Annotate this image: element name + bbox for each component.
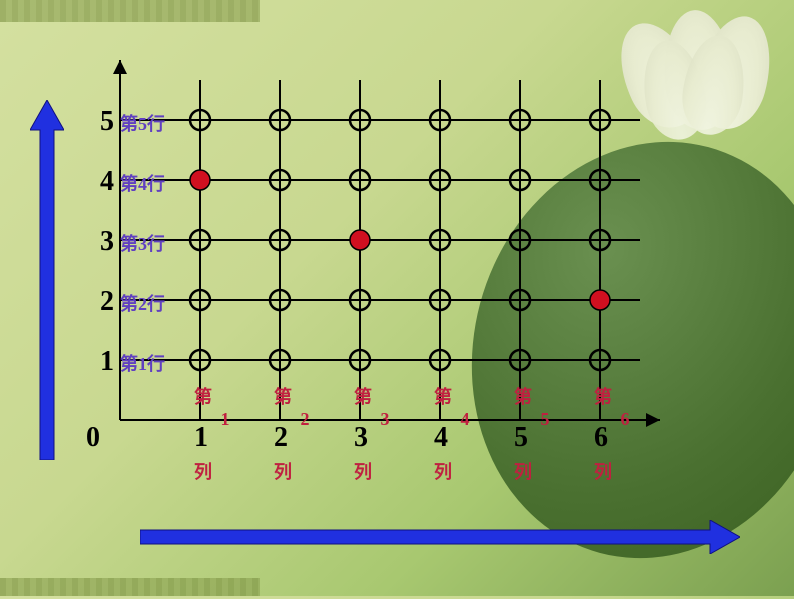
col-label-num-5: 5 bbox=[530, 410, 560, 430]
decorative-border-bottom bbox=[0, 578, 260, 596]
col-label-num-1: 1 bbox=[210, 410, 240, 430]
col-label-bot-6: 列 bbox=[588, 458, 618, 484]
grid-point bbox=[190, 170, 210, 190]
row-label-3: 第3行 bbox=[120, 230, 165, 256]
col-label-top-3: 第 bbox=[348, 388, 378, 408]
col-label-top-2: 第 bbox=[268, 388, 298, 408]
row-label-4: 第4行 bbox=[120, 170, 165, 196]
y-tick-4: 4 bbox=[100, 166, 114, 198]
col-label-bot-4: 列 bbox=[428, 458, 458, 484]
y-tick-3: 3 bbox=[100, 226, 114, 258]
col-label-num-3: 3 bbox=[370, 410, 400, 430]
decorative-border-top bbox=[0, 0, 260, 22]
vertical-direction-arrow bbox=[30, 100, 64, 460]
x-tick-4: 4 bbox=[434, 422, 448, 454]
x-tick-3: 3 bbox=[354, 422, 368, 454]
row-label-2: 第2行 bbox=[120, 290, 165, 316]
col-label-num-2: 2 bbox=[290, 410, 320, 430]
col-label-num-4: 4 bbox=[450, 410, 480, 430]
row-label-5: 第5行 bbox=[120, 110, 165, 136]
col-label-num-6: 6 bbox=[610, 410, 640, 430]
col-label-bot-1: 列 bbox=[188, 458, 218, 484]
col-label-bot-5: 列 bbox=[508, 458, 538, 484]
grid-point bbox=[350, 230, 370, 250]
y-tick-5: 5 bbox=[100, 106, 114, 138]
grid-point bbox=[590, 290, 610, 310]
row-label-1: 第1行 bbox=[120, 350, 165, 376]
origin-label: 0 bbox=[86, 422, 100, 454]
col-label-top-4: 第 bbox=[428, 388, 458, 408]
col-label-top-6: 第 bbox=[588, 388, 618, 408]
x-tick-1: 1 bbox=[194, 422, 208, 454]
col-label-top-5: 第 bbox=[508, 388, 538, 408]
x-tick-2: 2 bbox=[274, 422, 288, 454]
y-tick-2: 2 bbox=[100, 286, 114, 318]
x-tick-5: 5 bbox=[514, 422, 528, 454]
col-label-bot-3: 列 bbox=[348, 458, 378, 484]
col-label-bot-2: 列 bbox=[268, 458, 298, 484]
y-tick-1: 1 bbox=[100, 346, 114, 378]
coordinate-grid: 0 1 2 3 4 5 1 2 3 4 5 6 第1行 第2行 第3行 第4行 … bbox=[80, 50, 700, 550]
col-label-top-1: 第 bbox=[188, 388, 218, 408]
x-tick-6: 6 bbox=[594, 422, 608, 454]
